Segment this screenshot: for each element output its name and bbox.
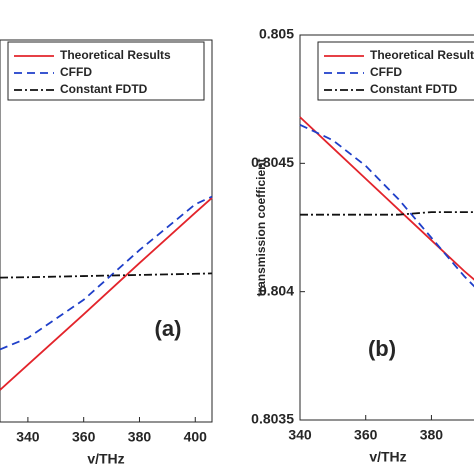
series-line	[299, 124, 474, 288]
legend-box	[7, 41, 205, 101]
series-line	[0, 272, 213, 279]
series-line	[300, 211, 474, 216]
y-axis-label: transmission coefficient	[254, 158, 268, 296]
series-line	[0, 197, 213, 391]
y-tick-label: 0.805	[259, 26, 294, 42]
legend-label: CFFD	[370, 65, 402, 79]
legend-label: Constant FDTD	[60, 82, 148, 96]
series-line	[299, 116, 474, 281]
y-tick-label: 0.8045	[251, 154, 294, 170]
x-tick-label: 400	[184, 429, 208, 445]
x-tick-label: 360	[354, 427, 378, 443]
legend-label: CFFD	[60, 65, 92, 79]
x-tick-label: 380	[420, 427, 444, 443]
legend-label: Theoretical Results	[60, 48, 171, 62]
annotation: (b)	[368, 336, 396, 361]
x-tick-label: 360	[72, 429, 96, 445]
x-tick-label: 340	[16, 429, 40, 445]
legend-label: Theoretical Results	[370, 48, 474, 62]
annotation: (a)	[155, 316, 182, 341]
plot-area	[0, 39, 213, 423]
x-axis-label: v/THz	[369, 449, 406, 465]
x-tick-label: 380	[128, 429, 152, 445]
x-tick-label: 340	[288, 427, 312, 443]
plot-area	[299, 34, 474, 421]
y-tick-label: 0.804	[259, 282, 294, 298]
x-axis-label: v/THz	[87, 451, 124, 467]
series-line	[0, 195, 213, 351]
y-tick-label: 0.8035	[251, 411, 294, 427]
legend-label: Constant FDTD	[370, 82, 458, 96]
